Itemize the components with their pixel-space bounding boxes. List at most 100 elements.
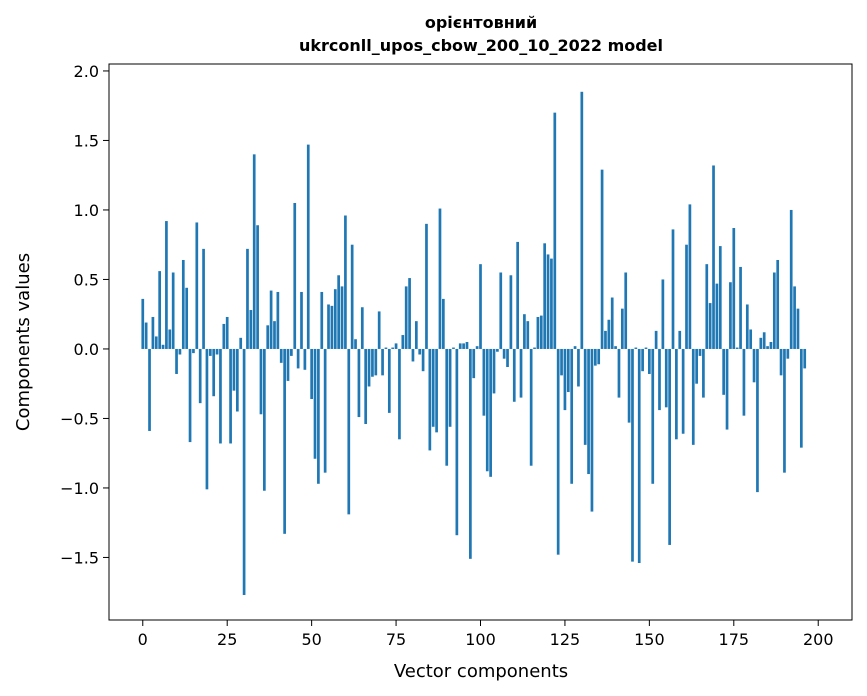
bar-20 bbox=[208, 348, 212, 356]
bar-58 bbox=[337, 275, 340, 349]
bar-4 bbox=[154, 336, 158, 349]
bar-51 bbox=[313, 348, 317, 459]
bar-74 bbox=[391, 347, 395, 349]
bar-173 bbox=[725, 348, 729, 430]
bar-11 bbox=[178, 348, 182, 355]
bar-110 bbox=[512, 348, 516, 402]
bar-1 bbox=[144, 322, 148, 349]
x-tick-label: 75 bbox=[386, 630, 406, 649]
bar-59 bbox=[340, 286, 344, 349]
bar-140 bbox=[614, 346, 617, 349]
bar-189 bbox=[779, 348, 783, 376]
bar-116 bbox=[533, 347, 536, 349]
x-tick-label: 125 bbox=[550, 630, 581, 649]
bar-159 bbox=[678, 330, 682, 349]
bar-99 bbox=[475, 346, 479, 349]
bar-41 bbox=[279, 348, 283, 363]
bar-191 bbox=[786, 348, 790, 359]
y-tick-label: −1.0 bbox=[60, 479, 99, 498]
bar-136 bbox=[600, 169, 604, 349]
bar-180 bbox=[749, 329, 753, 349]
bar-84 bbox=[425, 223, 428, 349]
bar-165 bbox=[698, 348, 702, 356]
bar-46 bbox=[296, 348, 300, 369]
bar-71 bbox=[381, 348, 384, 376]
bar-179 bbox=[745, 304, 749, 349]
bar-29 bbox=[239, 337, 243, 349]
bar-170 bbox=[715, 283, 719, 349]
bar-22 bbox=[215, 348, 219, 355]
bar-98 bbox=[472, 348, 476, 379]
bar-193 bbox=[793, 286, 796, 349]
bar-14 bbox=[188, 348, 192, 443]
bar-56 bbox=[330, 305, 334, 349]
bar-190 bbox=[783, 348, 786, 473]
bar-80 bbox=[411, 348, 415, 362]
bar-109 bbox=[509, 275, 513, 349]
bar-62 bbox=[350, 244, 354, 349]
chart-title-line2: ukrconll_upos_cbow_200_10_2022 model bbox=[299, 36, 663, 55]
bar-47 bbox=[300, 291, 303, 349]
bar-64 bbox=[357, 348, 361, 418]
bar-76 bbox=[398, 348, 401, 440]
bar-2 bbox=[148, 348, 151, 431]
bar-87 bbox=[435, 348, 438, 433]
bar-187 bbox=[772, 272, 776, 349]
bar-132 bbox=[587, 348, 590, 475]
bar-111 bbox=[516, 241, 519, 349]
bar-127 bbox=[570, 348, 574, 484]
bar-5 bbox=[158, 271, 162, 349]
bar-8 bbox=[168, 329, 172, 349]
bar-115 bbox=[529, 348, 533, 466]
bar-184 bbox=[762, 332, 766, 349]
bar-73 bbox=[387, 348, 391, 413]
bar-169 bbox=[712, 165, 715, 349]
x-tick-label: 175 bbox=[719, 630, 750, 649]
bar-34 bbox=[256, 225, 259, 349]
bar-147 bbox=[637, 348, 641, 564]
bar-45 bbox=[293, 203, 297, 349]
bar-43 bbox=[286, 348, 290, 381]
bar-125 bbox=[563, 348, 567, 411]
bar-19 bbox=[205, 348, 209, 490]
bar-124 bbox=[560, 348, 563, 376]
bar-130 bbox=[580, 91, 584, 349]
bar-129 bbox=[577, 348, 580, 387]
bar-123 bbox=[556, 348, 560, 555]
bar-9 bbox=[171, 272, 175, 349]
bar-156 bbox=[668, 348, 671, 545]
bar-0 bbox=[141, 298, 145, 349]
bar-50 bbox=[310, 348, 313, 399]
x-tick-label: 200 bbox=[803, 630, 834, 649]
y-tick-label: −0.5 bbox=[60, 409, 99, 428]
bar-142 bbox=[620, 308, 624, 349]
bar-79 bbox=[408, 278, 411, 349]
bar-78 bbox=[404, 286, 408, 349]
bar-192 bbox=[789, 209, 793, 349]
bar-31 bbox=[246, 248, 249, 349]
bar-195 bbox=[799, 348, 803, 448]
bar-75 bbox=[394, 343, 398, 349]
bar-72 bbox=[384, 347, 388, 349]
bar-107 bbox=[502, 348, 506, 359]
bar-105 bbox=[496, 348, 499, 352]
bar-149 bbox=[644, 347, 648, 349]
bar-28 bbox=[235, 348, 239, 412]
bar-13 bbox=[185, 287, 189, 349]
bar-97 bbox=[469, 348, 472, 559]
bar-121 bbox=[550, 258, 553, 349]
bar-118 bbox=[539, 315, 543, 349]
bar-88 bbox=[438, 208, 442, 349]
bar-15 bbox=[192, 348, 195, 354]
bar-61 bbox=[347, 348, 351, 515]
bar-120 bbox=[546, 254, 550, 349]
bar-3 bbox=[151, 316, 155, 349]
bar-68 bbox=[371, 348, 374, 377]
bar-188 bbox=[776, 259, 780, 349]
bar-117 bbox=[536, 316, 540, 349]
bar-128 bbox=[573, 346, 577, 349]
bar-167 bbox=[705, 264, 709, 349]
y-axis-label: Components values bbox=[13, 253, 34, 431]
bar-18 bbox=[202, 248, 205, 349]
